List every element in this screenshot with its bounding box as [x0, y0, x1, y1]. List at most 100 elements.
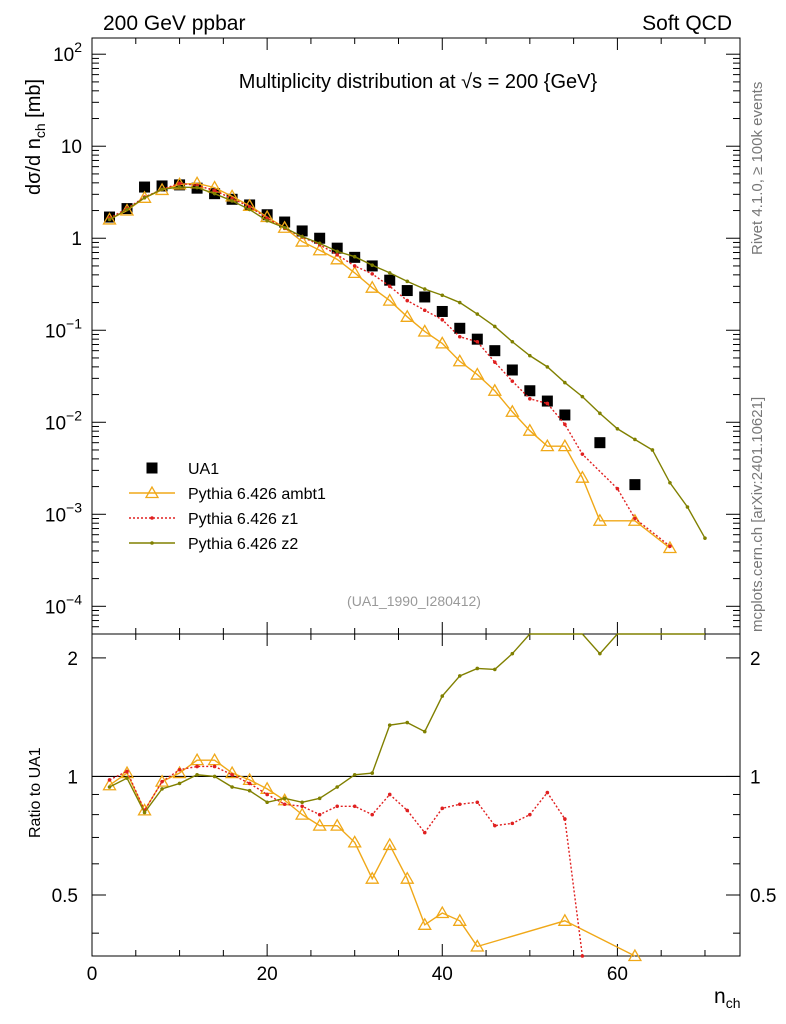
y-axis-label: dσ/d nch [mb] [23, 79, 48, 195]
data-point [471, 333, 483, 345]
data-point [563, 422, 567, 427]
ratio-point [335, 785, 339, 789]
y-tick-label: 102 [53, 39, 82, 66]
ratio-point [405, 808, 410, 813]
data-point [668, 480, 672, 485]
ratio-point [282, 796, 287, 801]
data-point [295, 234, 310, 247]
y-tick-label: 10−3 [45, 499, 82, 526]
ratio-point [493, 667, 497, 672]
ratio-point [475, 800, 480, 805]
ratio-point [265, 792, 269, 797]
data-point [545, 401, 550, 406]
data-point [125, 207, 129, 212]
data-point [598, 411, 602, 416]
ratio-point [230, 785, 234, 789]
legend-marker [146, 462, 158, 474]
y-tick-label: 1 [71, 229, 82, 250]
series-line [109, 182, 671, 549]
data-point [265, 218, 269, 223]
data-point [559, 409, 571, 421]
ratio-point [107, 778, 112, 782]
data-point [510, 379, 515, 383]
data-point [470, 367, 485, 380]
side-label-bottom: mcplots.cern.ch [arXiv:2401.10621] [749, 397, 766, 632]
x-axis-label: nch [714, 985, 740, 1011]
data-point [440, 293, 445, 298]
ratio-point [493, 823, 497, 828]
data-point [419, 291, 431, 303]
ratio-point [435, 905, 450, 919]
data-point [528, 396, 532, 401]
data-point [177, 181, 182, 186]
data-point [212, 188, 217, 193]
data-point [261, 209, 273, 221]
data-point [102, 212, 117, 225]
ratio-point [247, 788, 252, 793]
ratio-point [195, 772, 199, 777]
ratio-point [457, 802, 462, 807]
ratio-panel-frame [91, 633, 741, 957]
data-point [230, 199, 234, 203]
data-point [475, 312, 480, 316]
ratio-point [160, 787, 164, 791]
data-point [265, 216, 269, 221]
ratio-point [265, 800, 269, 805]
legend-marker [150, 516, 154, 520]
ratio-line [109, 759, 636, 957]
data-point [575, 470, 590, 483]
ratio-y-tick-label-right: 0.5 [750, 886, 776, 907]
ratio-point [125, 769, 129, 774]
ratio-point [545, 790, 550, 795]
ratio-point [107, 785, 112, 789]
ratio-point [510, 651, 515, 656]
y-tick-label: 10−4 [45, 591, 82, 618]
data-point [330, 252, 345, 265]
ratio-point [452, 913, 467, 926]
data-point [563, 380, 567, 385]
ratio-point [125, 776, 129, 780]
y-tick-label: 10−1 [45, 315, 82, 342]
x-tick-label: 20 [257, 964, 278, 985]
y-tick-label: 10 [61, 137, 82, 158]
ratio-point [580, 954, 585, 958]
data-point [400, 309, 415, 322]
data-point [633, 516, 637, 521]
ratio-point [563, 817, 567, 821]
ratio-point [475, 666, 480, 671]
ratio-point [224, 765, 240, 779]
side-label-top: Rivet 4.1.0, ≥ 100k events [749, 82, 766, 255]
data-point [540, 438, 555, 452]
data-point [580, 452, 585, 456]
ratio-y-tick-label-right: 2 [750, 649, 761, 670]
data-point [452, 353, 467, 367]
data-point [335, 253, 339, 257]
x-tick-label: 60 [607, 964, 628, 985]
data-point [352, 254, 357, 259]
data-point [417, 324, 432, 337]
data-point [557, 438, 572, 452]
data-point [247, 204, 252, 209]
ratio-point [470, 939, 485, 952]
data-point [352, 264, 357, 268]
ratio-y-tick-label: 1 [67, 767, 78, 788]
legend-marker [144, 485, 160, 499]
data-point [493, 360, 497, 364]
data-point [629, 479, 641, 491]
data-point [370, 272, 375, 276]
ratio-point [352, 804, 357, 809]
data-point [387, 271, 392, 275]
ratio-point [457, 674, 462, 678]
ratio-point [317, 796, 322, 801]
ratio-point [352, 772, 357, 777]
data-point [528, 353, 532, 358]
ratio-point [422, 729, 427, 734]
data-point [510, 339, 515, 344]
ratio-point [317, 812, 322, 817]
ratio-point [177, 781, 182, 786]
ratio-point [160, 779, 164, 784]
data-point [160, 187, 164, 192]
ratio-point [370, 812, 375, 817]
data-point [422, 287, 427, 291]
